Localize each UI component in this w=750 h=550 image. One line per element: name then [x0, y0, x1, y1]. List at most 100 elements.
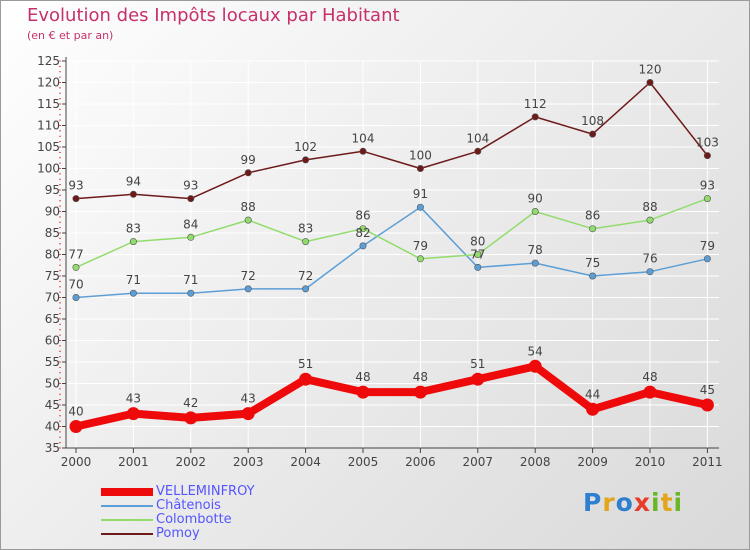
data-point	[129, 238, 137, 246]
y-tick-label: 65	[45, 312, 60, 326]
data-label: 77	[470, 247, 485, 261]
data-label: 83	[126, 222, 141, 236]
x-tick-label: 2008	[520, 455, 551, 469]
y-tick-label: 100	[37, 162, 60, 176]
data-label: 104	[352, 131, 375, 145]
data-point	[703, 195, 711, 203]
y-tick-label: 115	[37, 97, 60, 111]
legend-swatch	[101, 533, 153, 535]
data-label: 72	[298, 269, 313, 283]
data-label: 102	[294, 140, 317, 154]
x-tick-label: 2010	[635, 455, 666, 469]
data-label: 86	[355, 209, 370, 223]
data-point	[413, 385, 427, 399]
data-point	[302, 156, 310, 164]
data-point	[589, 225, 597, 233]
data-point	[586, 402, 600, 416]
x-tick-label: 2000	[61, 455, 92, 469]
data-label: 82	[355, 226, 370, 240]
logo-letter: i	[651, 488, 661, 517]
data-point	[646, 79, 654, 87]
axes: 35 40 45 50 55 60 65 70 75 80 85 90 95 100 105 110 115 12…	[37, 54, 723, 469]
data-label: 104	[466, 131, 489, 145]
data-label: 78	[528, 243, 543, 257]
x-tick-label: 2006	[405, 455, 436, 469]
data-point	[646, 216, 654, 224]
data-label: 48	[413, 370, 428, 384]
data-labels: 70 71 71 72 72 82 91 77 78 75 76 79 77 83 84 88 83 86 79 80…	[68, 63, 718, 419]
logo-letter: o	[615, 488, 634, 517]
legend-label: Châtenois	[156, 498, 221, 513]
data-label: 45	[700, 383, 715, 397]
data-label: 76	[642, 252, 657, 266]
data-point	[129, 190, 137, 198]
series-line-velleminfroy	[72, 362, 712, 431]
logo-letter: t	[660, 488, 674, 517]
data-label: 51	[298, 357, 313, 371]
proxiti-logo: Proxiti	[583, 488, 683, 517]
data-point	[589, 272, 597, 280]
data-point	[589, 130, 597, 138]
y-tick-label: 45	[45, 398, 60, 412]
data-label: 90	[528, 192, 543, 206]
data-point	[359, 225, 367, 233]
y-tick-label: 80	[45, 248, 60, 262]
data-point	[646, 268, 654, 276]
data-label: 88	[241, 200, 256, 214]
data-label: 93	[700, 179, 715, 193]
x-tick-label: 2004	[290, 455, 321, 469]
data-point	[528, 359, 542, 373]
series-line-pomoy	[75, 81, 709, 200]
legend-label: VELLEMINFROY	[156, 484, 255, 499]
data-label: 84	[183, 217, 198, 231]
data-point	[531, 113, 539, 121]
y-tick-label: 90	[45, 205, 60, 219]
y-tick-label: 70	[45, 291, 60, 305]
y-tick-label: 95	[45, 183, 60, 197]
data-label: 86	[585, 209, 600, 223]
data-label: 77	[68, 247, 83, 261]
data-label: 44	[585, 387, 600, 401]
data-label: 71	[126, 273, 141, 287]
legend-swatch	[101, 488, 153, 496]
y-tick-label: 35	[45, 441, 60, 455]
data-point	[244, 169, 252, 177]
data-label: 48	[642, 370, 657, 384]
data-label: 72	[241, 269, 256, 283]
data-label: 93	[68, 179, 83, 193]
data-point	[244, 216, 252, 224]
data-label: 48	[355, 370, 370, 384]
data-label: 71	[183, 273, 198, 287]
data-point	[187, 233, 195, 241]
data-point	[531, 259, 539, 267]
data-point	[703, 255, 711, 263]
data-label: 88	[642, 200, 657, 214]
data-point	[703, 152, 711, 160]
y-tick-label: 105	[37, 140, 60, 154]
series-line-colombotte	[75, 197, 709, 269]
grid	[66, 60, 719, 449]
data-point	[187, 289, 195, 297]
chart-title: Evolution des Impôts locaux par Habitant	[27, 5, 400, 26]
data-label: 42	[183, 396, 198, 410]
data-label: 100	[409, 149, 432, 163]
y-tick-label: 55	[45, 355, 60, 369]
data-label: 91	[413, 187, 428, 201]
data-point	[187, 195, 195, 203]
data-point	[700, 398, 714, 412]
legend-swatch	[101, 519, 153, 521]
data-label: 43	[241, 392, 256, 406]
data-point	[299, 372, 313, 386]
data-point	[241, 407, 255, 421]
legend-label: Pomoy	[156, 526, 200, 541]
logo-letter: P	[583, 488, 603, 517]
data-point	[129, 289, 137, 297]
data-label: 83	[298, 222, 313, 236]
y-tick-label: 85	[45, 226, 60, 240]
data-label: 80	[470, 235, 485, 249]
y-tick-label: 125	[37, 54, 60, 68]
data-point	[471, 372, 485, 386]
data-point	[72, 195, 80, 203]
